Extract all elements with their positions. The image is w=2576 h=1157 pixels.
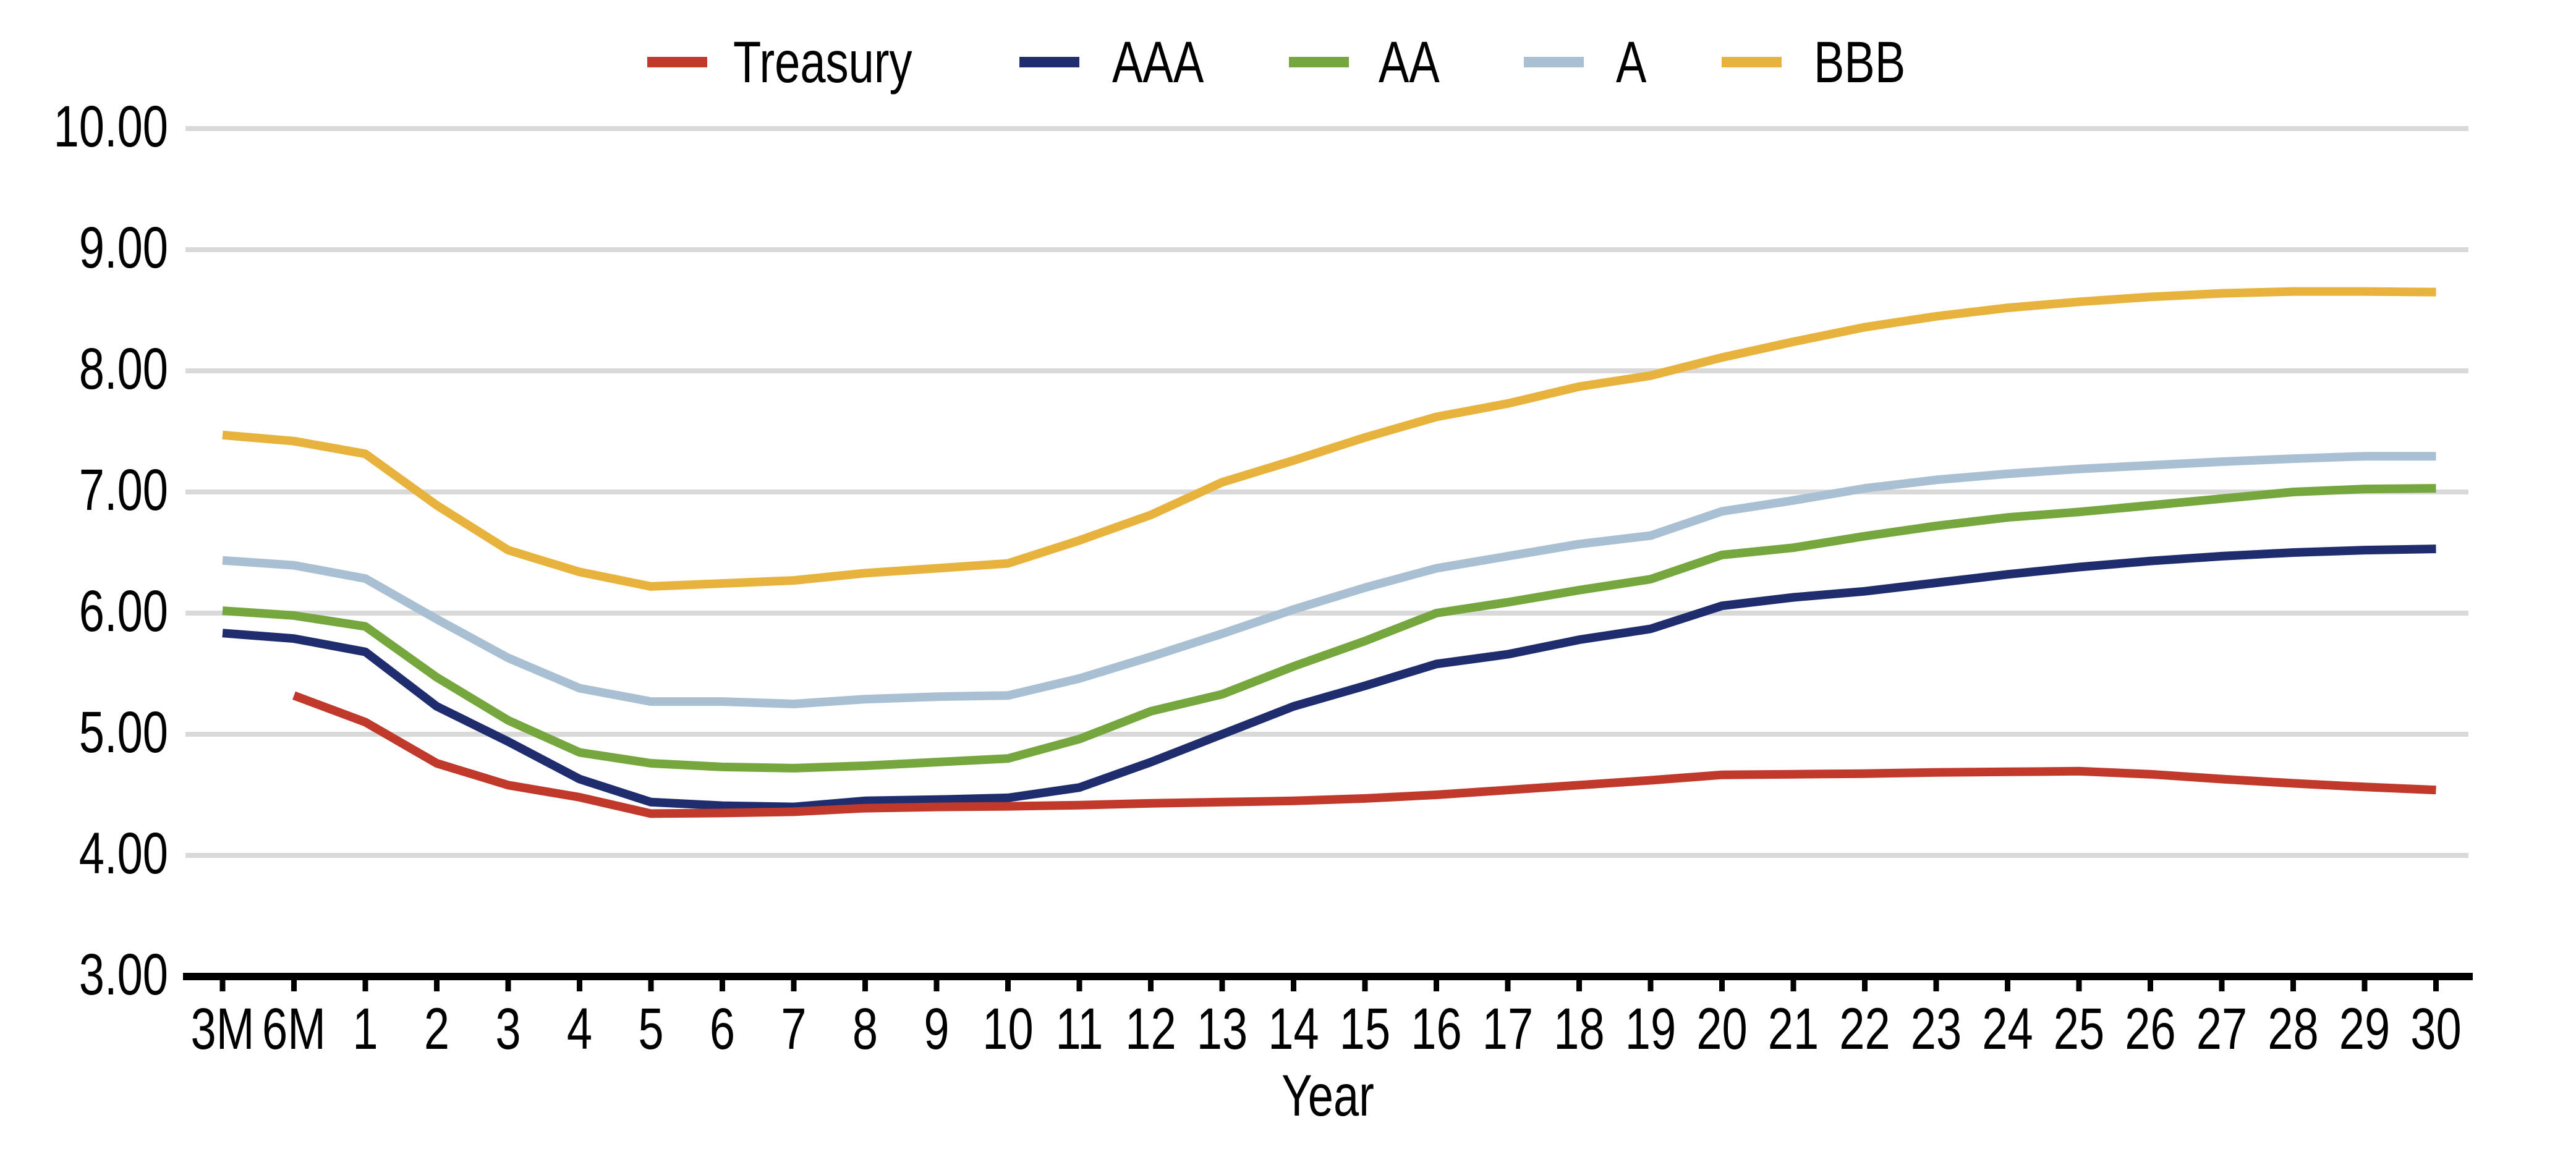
svg-text:7.00: 7.00 xyxy=(79,457,168,523)
svg-text:25: 25 xyxy=(2054,996,2104,1062)
svg-text:20: 20 xyxy=(1696,996,1747,1062)
svg-text:11: 11 xyxy=(1056,996,1103,1062)
svg-text:10: 10 xyxy=(982,996,1033,1062)
svg-text:23: 23 xyxy=(1911,996,1962,1062)
svg-text:9.00: 9.00 xyxy=(79,215,168,281)
svg-text:15: 15 xyxy=(1340,996,1390,1062)
svg-text:13: 13 xyxy=(1197,996,1248,1062)
svg-text:21: 21 xyxy=(1768,996,1819,1062)
svg-text:14: 14 xyxy=(1268,996,1319,1062)
svg-text:4: 4 xyxy=(567,996,592,1062)
svg-text:AA: AA xyxy=(1379,30,1440,95)
svg-text:6.00: 6.00 xyxy=(79,578,168,644)
svg-text:6: 6 xyxy=(710,996,735,1062)
svg-text:AAA: AAA xyxy=(1112,30,1204,95)
svg-text:8.00: 8.00 xyxy=(79,336,168,402)
svg-text:5.00: 5.00 xyxy=(79,700,168,765)
svg-text:BBB: BBB xyxy=(1814,30,1905,95)
svg-text:22: 22 xyxy=(1839,996,1890,1062)
svg-text:19: 19 xyxy=(1625,996,1676,1062)
svg-text:5: 5 xyxy=(638,996,663,1062)
svg-text:1: 1 xyxy=(352,996,378,1062)
svg-text:3: 3 xyxy=(495,996,521,1062)
svg-text:4.00: 4.00 xyxy=(79,821,168,886)
svg-text:27: 27 xyxy=(2196,996,2247,1062)
svg-text:18: 18 xyxy=(1554,996,1604,1062)
svg-text:3M: 3M xyxy=(191,996,255,1062)
svg-text:30: 30 xyxy=(2410,996,2461,1062)
svg-text:29: 29 xyxy=(2339,996,2390,1062)
svg-text:9: 9 xyxy=(924,996,949,1062)
svg-text:28: 28 xyxy=(2268,996,2318,1062)
svg-text:6M: 6M xyxy=(262,996,326,1062)
svg-text:Year: Year xyxy=(1282,1063,1374,1129)
svg-text:17: 17 xyxy=(1482,996,1533,1062)
svg-text:Treasury: Treasury xyxy=(733,30,912,95)
svg-text:8: 8 xyxy=(852,996,878,1062)
svg-text:A: A xyxy=(1616,30,1647,95)
svg-text:10.00: 10.00 xyxy=(54,94,168,159)
svg-text:26: 26 xyxy=(2125,996,2175,1062)
svg-text:3.00: 3.00 xyxy=(79,942,168,1007)
svg-text:2: 2 xyxy=(424,996,449,1062)
svg-text:24: 24 xyxy=(1982,996,2033,1062)
svg-text:16: 16 xyxy=(1411,996,1461,1062)
svg-text:7: 7 xyxy=(781,996,806,1062)
svg-text:12: 12 xyxy=(1125,996,1176,1062)
